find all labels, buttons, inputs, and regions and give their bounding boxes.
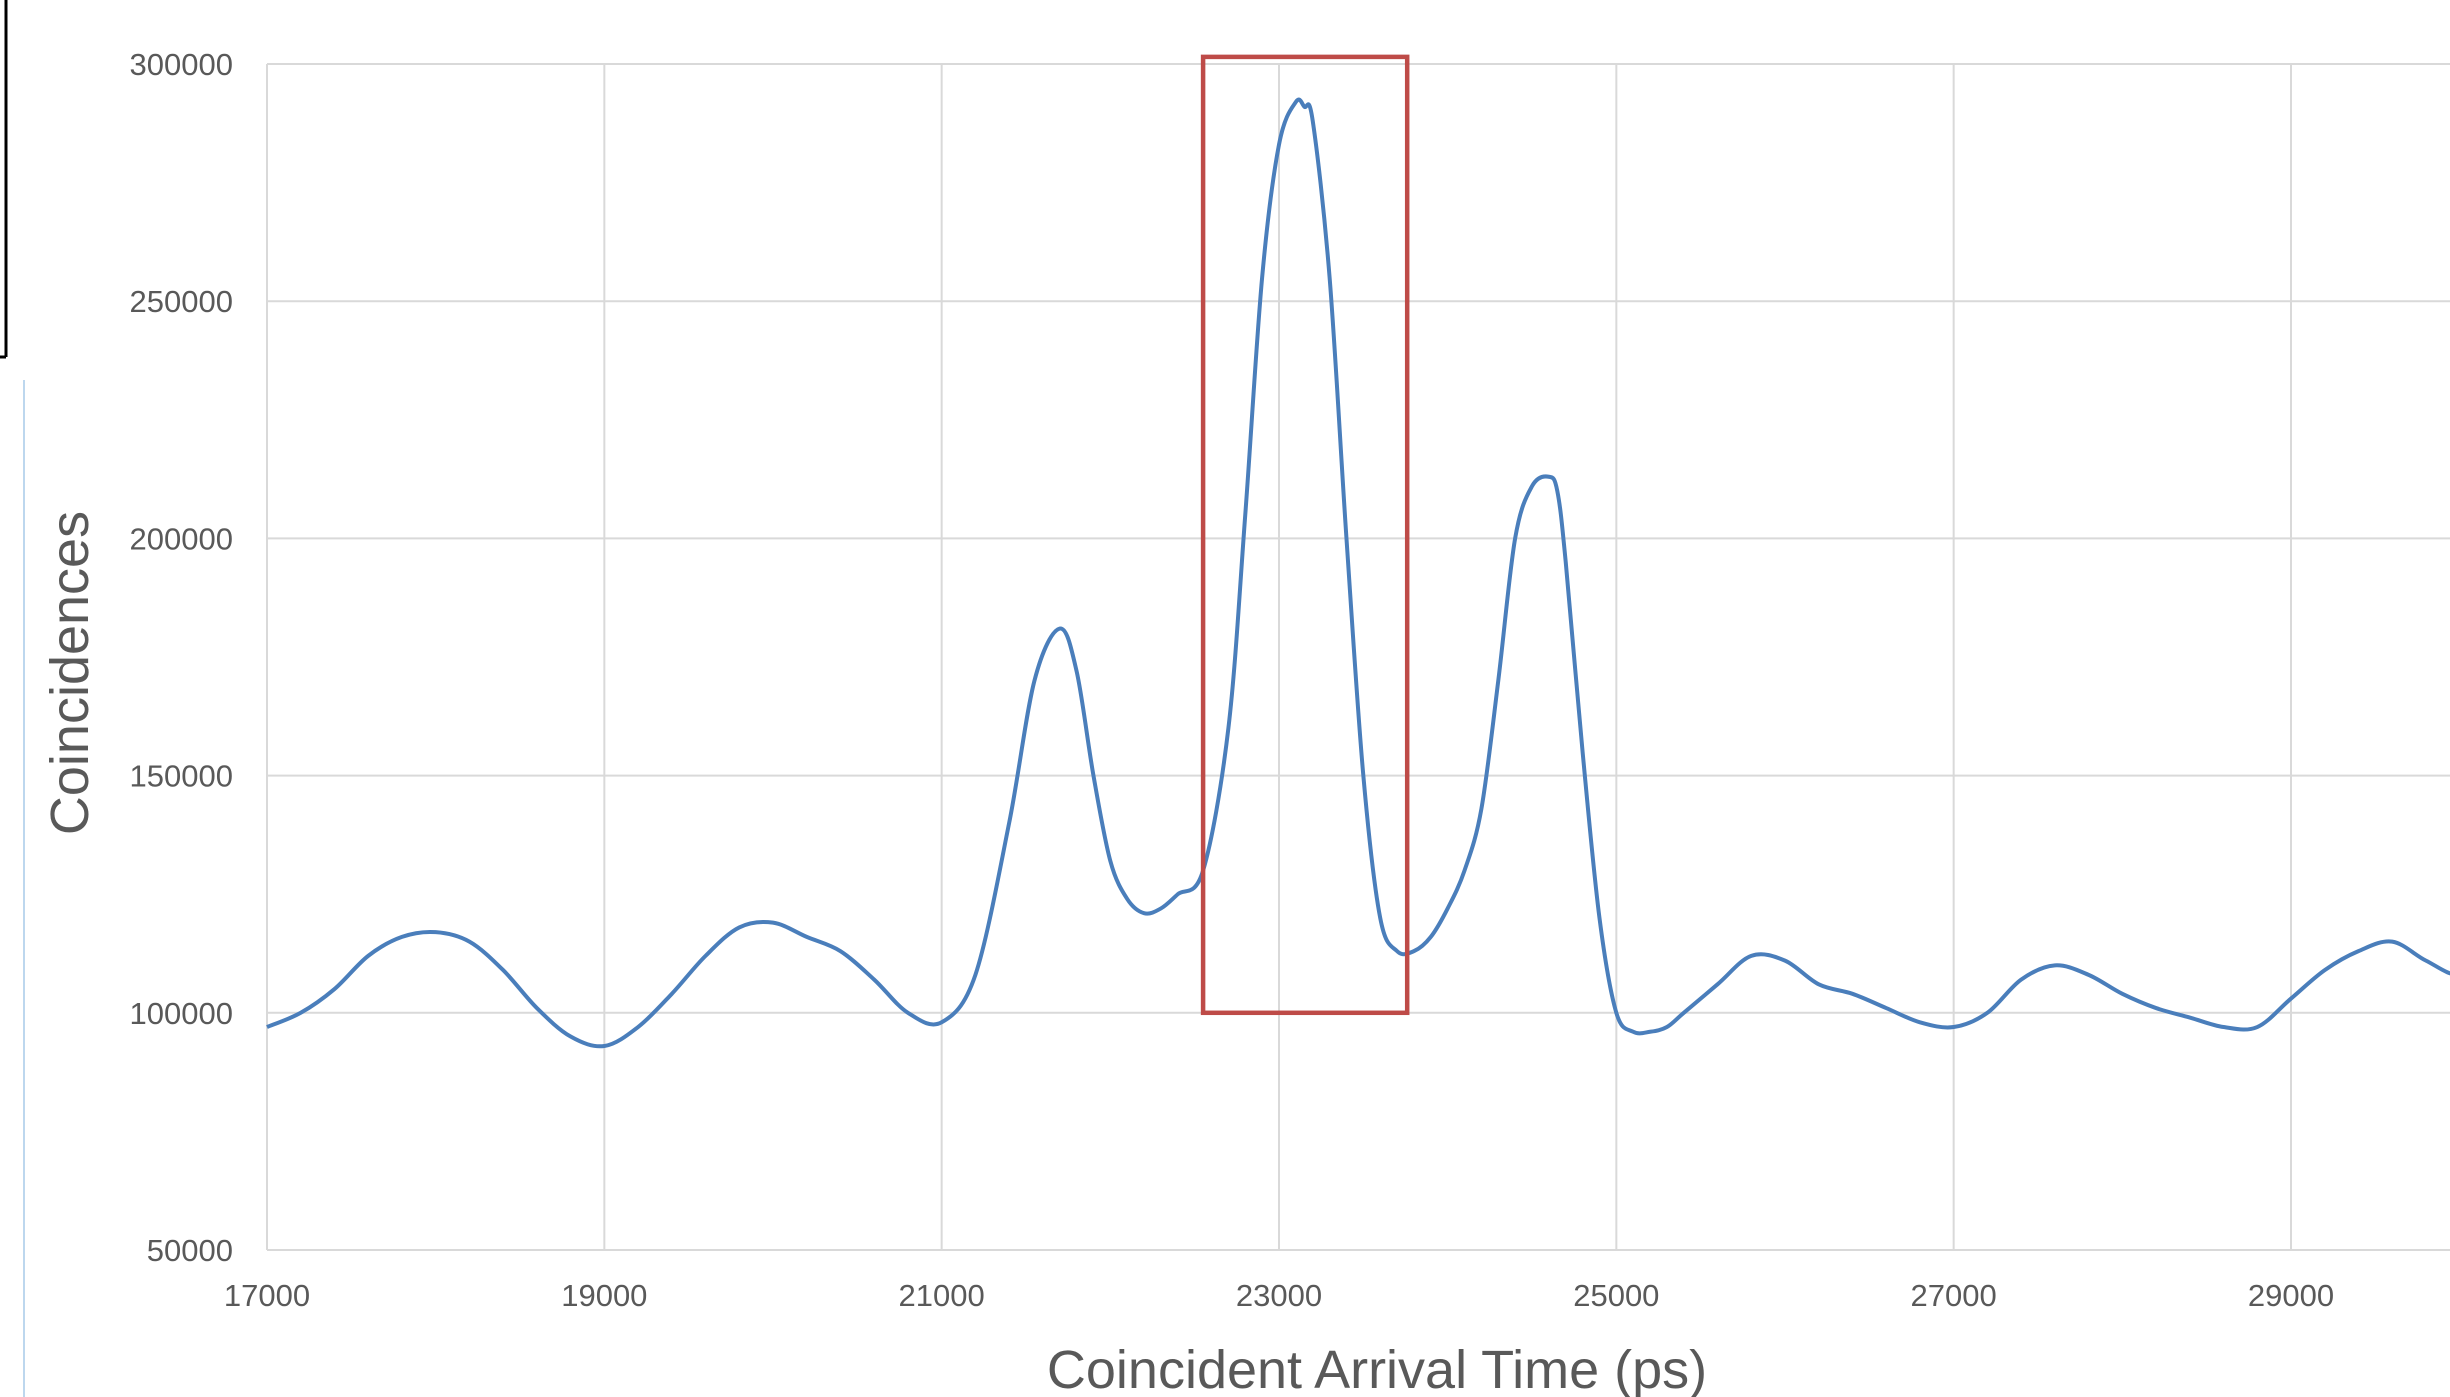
highlight-box	[1200, 54, 1410, 1016]
gridlines	[266, 63, 2450, 1251]
plot-area	[266, 54, 2450, 1049]
x-tick-label: 27000	[1911, 1278, 1997, 1313]
x-tick-label: 21000	[899, 1278, 985, 1313]
tick-labels: 50000 100000 150000 200000 250000 300000 17000…	[130, 47, 2335, 1313]
y-tick-label: 100000	[130, 996, 233, 1031]
y-axis-title: Coincidences	[40, 511, 100, 835]
series-line	[266, 97, 2450, 1049]
y-tick-label: 300000	[130, 47, 233, 82]
x-axis-title: Coincident Arrival Time (ps)	[1047, 1340, 1707, 1397]
x-tick-label: 29000	[2248, 1278, 2334, 1313]
y-tick-label: 50000	[147, 1233, 233, 1268]
x-tick-label: 23000	[1236, 1278, 1322, 1313]
y-tick-label: 250000	[130, 284, 233, 319]
x-tick-label: 25000	[1573, 1278, 1659, 1313]
x-tick-label: 17000	[224, 1278, 310, 1313]
x-tick-label: 19000	[561, 1278, 647, 1313]
y-tick-label: 150000	[130, 759, 233, 794]
y-tick-label: 200000	[130, 521, 233, 556]
